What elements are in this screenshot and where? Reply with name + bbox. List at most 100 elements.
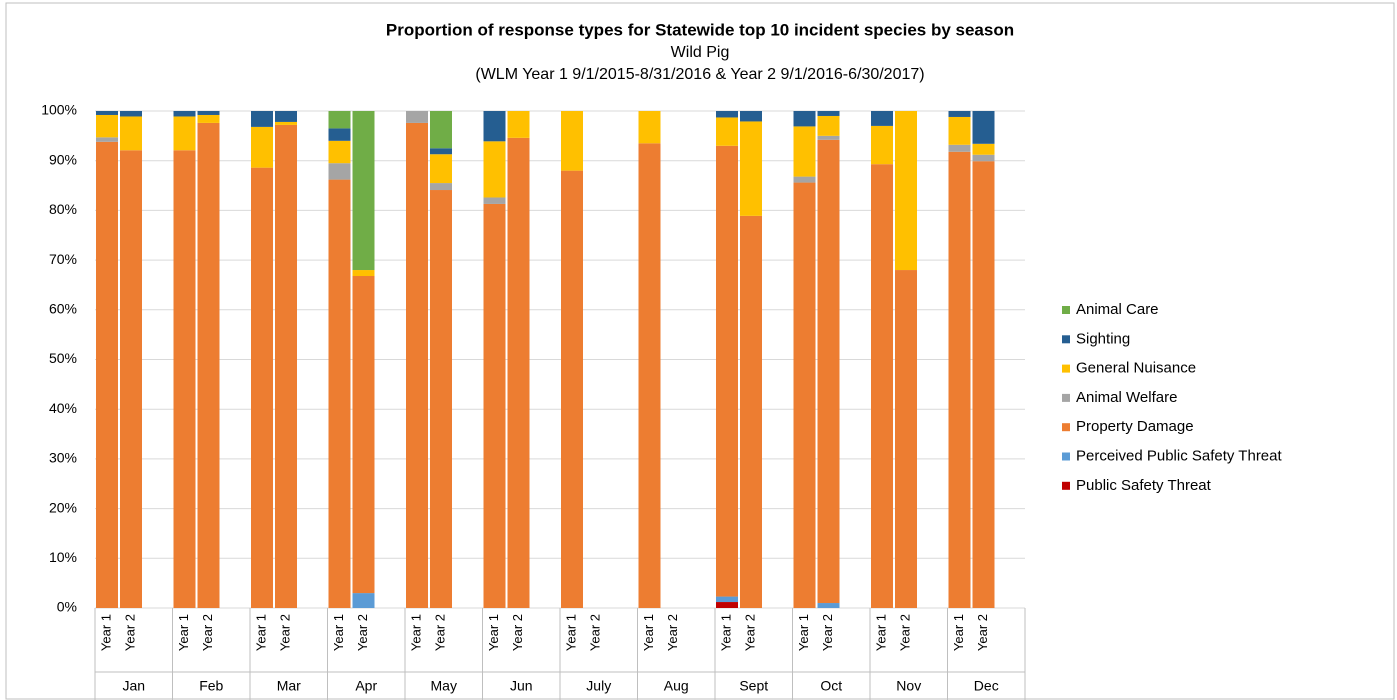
bar-segment (483, 141, 506, 198)
bar-segment (96, 141, 118, 608)
bar-segment (793, 126, 816, 177)
x-tick-label: Year 1 (408, 614, 423, 651)
bar-segment (871, 125, 893, 165)
legend-swatch (1062, 423, 1070, 432)
bar-segment (328, 128, 351, 141)
legend-swatch (1062, 306, 1070, 314)
x-tick-label: Year 1 (718, 614, 733, 651)
bar-segment (817, 115, 840, 136)
bar-segment (817, 603, 840, 608)
legend-swatch (1062, 452, 1070, 461)
bar-segment (895, 270, 917, 608)
x-tick-label: Year 2 (975, 614, 990, 651)
x-tick-label: Year 2 (587, 614, 602, 651)
bar-segment (972, 154, 995, 162)
y-tick-label: 30% (49, 450, 77, 466)
bar-segment (817, 139, 840, 604)
bar-segment (948, 116, 971, 145)
legend-label: Animal Welfare (1076, 389, 1177, 406)
bar-segment (328, 140, 351, 164)
bar-segment (328, 179, 351, 608)
bar-segment (430, 183, 452, 191)
bar-segment (173, 111, 196, 117)
bar-segment (430, 111, 452, 149)
group-label: Sept (739, 678, 768, 694)
bar-segment (483, 197, 506, 204)
bar-segment (197, 111, 220, 115)
bar-segment (972, 143, 995, 155)
bar-segment (406, 111, 428, 123)
y-tick-label: 10% (49, 549, 77, 565)
y-tick-label: 80% (49, 201, 77, 217)
y-tick-label: 100% (41, 102, 77, 118)
bar-segment (793, 182, 816, 608)
bar-segment (352, 270, 375, 277)
group-label: Mar (277, 678, 301, 694)
y-tick-label: 50% (49, 350, 77, 366)
bar-segment (817, 111, 840, 116)
bar-segment (251, 111, 273, 127)
bar-segment (948, 151, 971, 608)
bar-segment (740, 215, 762, 608)
bar-segment (430, 190, 452, 608)
chart-subtitle: Wild Pig (671, 44, 730, 61)
group-label: July (586, 678, 611, 694)
legend-label: General Nuisance (1076, 360, 1196, 377)
x-tick-label: Year 1 (486, 614, 501, 651)
bar-segment (740, 111, 762, 122)
x-tick-label: Year 1 (331, 614, 346, 651)
legend-label: Public Safety Threat (1076, 477, 1212, 494)
bar-segment (406, 122, 428, 608)
group-label: Feb (199, 678, 223, 694)
legend-label: Perceived Public Safety Threat (1076, 447, 1282, 464)
group-label: Dec (974, 678, 999, 694)
x-tick-label: Year 2 (510, 614, 525, 651)
bar-segment (871, 164, 893, 608)
bar-segment (483, 111, 506, 142)
legend-swatch (1062, 393, 1070, 402)
legend-swatch (1062, 481, 1070, 490)
bar-segment (251, 126, 273, 168)
x-tick-label: Year 1 (951, 614, 966, 651)
bar-segment (793, 176, 816, 183)
x-tick-label: Year 1 (176, 614, 191, 651)
y-tick-label: 70% (49, 251, 77, 267)
group-label: Apr (355, 678, 377, 694)
bar-segment (716, 596, 738, 603)
x-tick-label: Year 1 (563, 614, 578, 651)
bar-segment (96, 114, 118, 138)
x-tick-label: Year 1 (98, 614, 113, 651)
y-tick-label: 40% (49, 400, 77, 416)
chart-border (5, 2, 1395, 700)
legend-swatch (1062, 364, 1070, 373)
legend-swatch (1062, 335, 1070, 344)
bar-segment (328, 163, 351, 180)
x-tick-label: Year 2 (432, 614, 447, 651)
x-tick-label: Year 2 (820, 614, 835, 651)
x-tick-label: Year 2 (665, 614, 680, 651)
group-label: Jan (122, 678, 145, 694)
x-tick-label: Year 1 (873, 614, 888, 651)
bar-segment (120, 116, 142, 151)
bar-segment (740, 121, 762, 216)
bar-segment (507, 137, 530, 608)
bar-segment (352, 111, 375, 271)
bar-segment (561, 111, 583, 171)
y-tick-label: 60% (49, 301, 77, 317)
bar-segment (638, 143, 661, 608)
y-tick-label: 20% (49, 499, 77, 515)
bar-segment (895, 111, 917, 271)
bar-segment (96, 137, 118, 142)
x-tick-label: Year 2 (742, 614, 757, 651)
bar-segment (96, 111, 118, 115)
bar-segment (275, 111, 297, 122)
group-label: May (431, 678, 457, 694)
x-tick-label: Year 1 (253, 614, 268, 651)
bar-segment (948, 144, 971, 152)
group-label: Nov (896, 678, 921, 694)
bar-segment (561, 170, 583, 608)
bar-segment (173, 116, 196, 151)
bar-segment (430, 148, 452, 155)
bar-segment (507, 111, 530, 138)
